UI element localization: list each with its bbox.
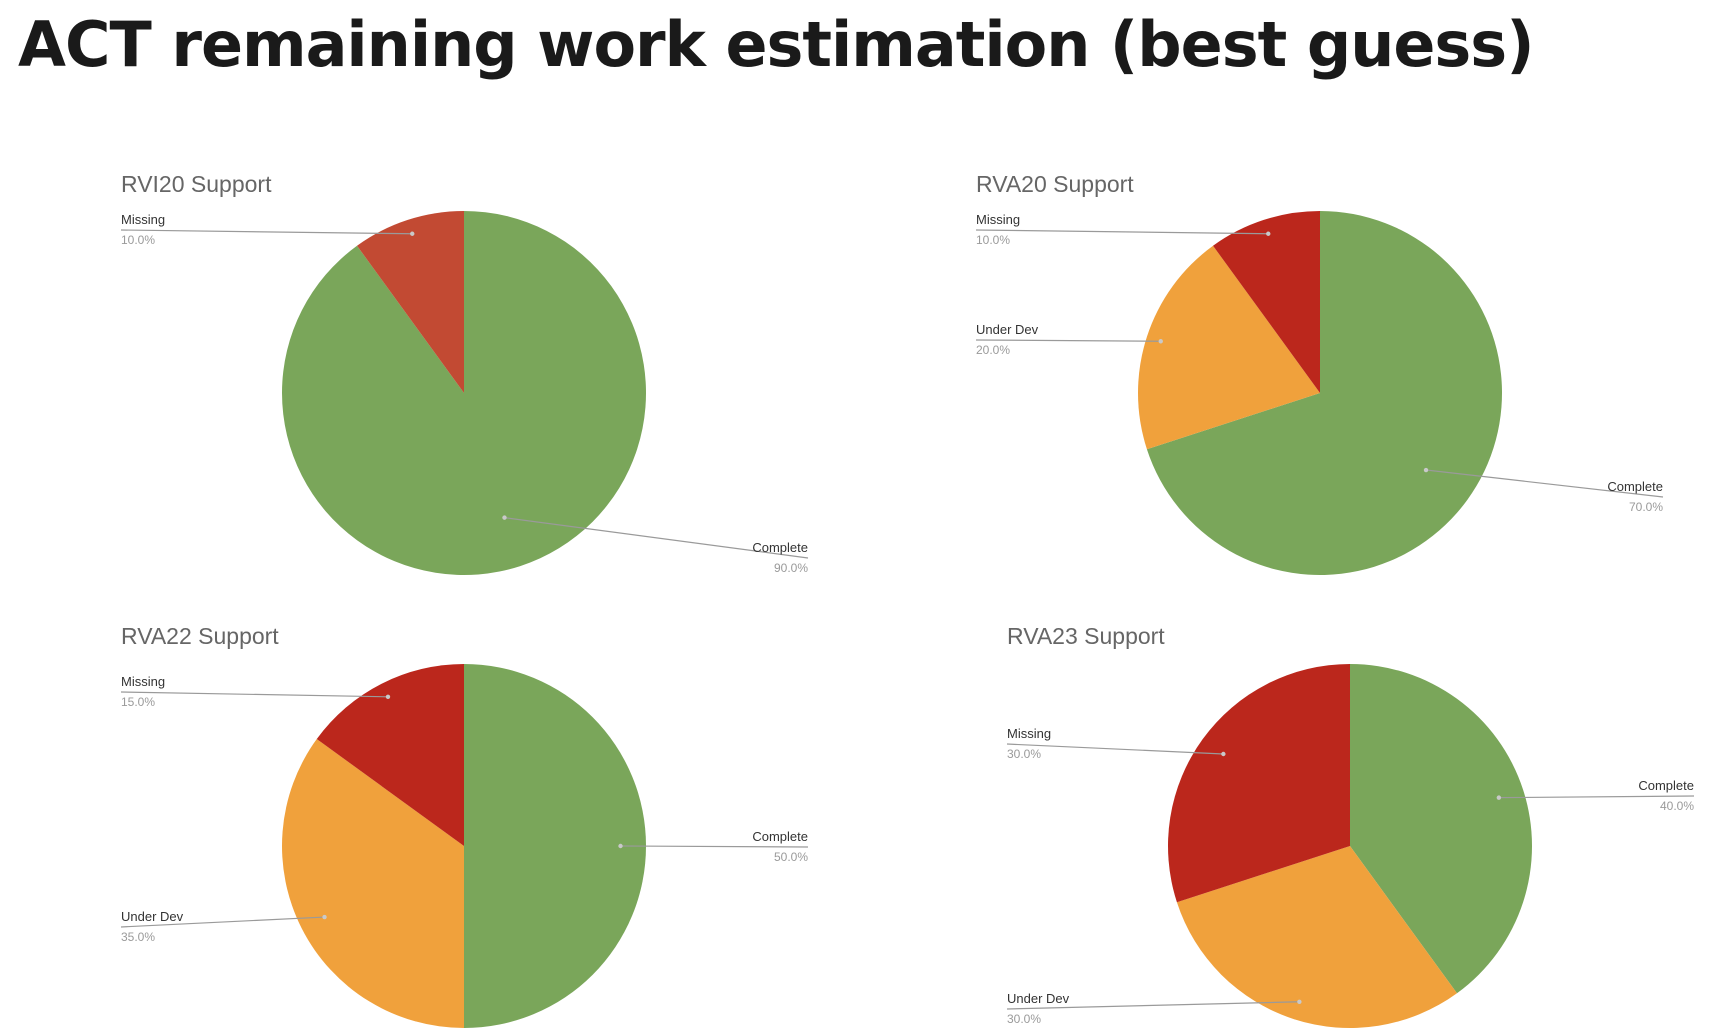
leader-dot bbox=[1297, 999, 1302, 1004]
slice-value-label: 35.0% bbox=[121, 930, 155, 944]
slice-label: Under Dev bbox=[976, 322, 1039, 337]
slice-value-label: 30.0% bbox=[1007, 1012, 1041, 1026]
leader-line bbox=[1006, 1001, 1300, 1010]
slice-value-label: 90.0% bbox=[774, 561, 808, 575]
slice-value-label: 30.0% bbox=[1007, 747, 1041, 761]
leader-line bbox=[120, 916, 325, 928]
slice-label: Missing bbox=[121, 212, 165, 227]
slice-value-label: 10.0% bbox=[976, 233, 1010, 247]
leader-dot bbox=[410, 231, 415, 236]
pie-slice-complete bbox=[282, 211, 646, 576]
chart-title: RVA23 Support bbox=[1007, 623, 1165, 649]
pie-slice-missing bbox=[1168, 664, 1350, 903]
leader-line bbox=[120, 229, 413, 235]
slice-value-label: 70.0% bbox=[1629, 500, 1663, 514]
pie-slice-missing bbox=[1213, 211, 1320, 393]
leader-line bbox=[120, 691, 388, 698]
leader-dot bbox=[1221, 751, 1226, 757]
pie-chart-rvi20-support: RVI20 Support Complete 90.0% Missing 10.0% bbox=[120, 171, 809, 576]
leader-dot bbox=[502, 515, 507, 520]
leader-dot bbox=[1423, 467, 1429, 473]
leader-line bbox=[620, 845, 809, 848]
slice-value-label: 40.0% bbox=[1660, 799, 1694, 813]
slice-value-label: 15.0% bbox=[121, 695, 155, 709]
pie-slice-missing bbox=[316, 664, 464, 846]
slice-label: Under Dev bbox=[1007, 991, 1070, 1006]
leader-line bbox=[1006, 743, 1224, 755]
pie-chart-rva23-support: RVA23 Support Complete 40.0% Under Dev 30.0%… bbox=[1006, 623, 1695, 1029]
pie-slice-complete bbox=[1146, 211, 1502, 575]
leader-dot bbox=[618, 843, 623, 849]
leader-dot bbox=[1496, 795, 1502, 800]
pie-chart-rva22-support: RVA22 Support Complete 50.0% Under Dev 35.0%… bbox=[120, 623, 809, 1028]
slice-label: Missing bbox=[976, 212, 1020, 227]
pie-slice-under-dev bbox=[1176, 846, 1457, 1029]
pie-chart-rva20-support: RVA20 Support Complete 70.0% Under Dev 20.0%… bbox=[975, 171, 1664, 575]
leader-line bbox=[975, 339, 1161, 342]
slice-label: Complete bbox=[752, 540, 808, 555]
leader-dot bbox=[1158, 339, 1163, 344]
pie-slice-complete bbox=[464, 664, 646, 1028]
slice-value-label: 10.0% bbox=[121, 233, 155, 247]
chart-title: RVA22 Support bbox=[121, 623, 279, 649]
slide-title: ACT remaining work estimation (best gues… bbox=[18, 8, 1535, 81]
leader-dot bbox=[322, 914, 327, 920]
slice-label: Missing bbox=[1007, 726, 1051, 741]
leader-line bbox=[504, 517, 809, 559]
chart-title: RVI20 Support bbox=[121, 171, 272, 197]
leader-line bbox=[1498, 795, 1695, 799]
pie-slice-missing bbox=[357, 211, 464, 393]
pie-slice-under-dev bbox=[281, 739, 464, 1028]
leader-line bbox=[975, 229, 1269, 235]
slice-label: Complete bbox=[1607, 479, 1663, 494]
slice-label: Missing bbox=[121, 674, 165, 689]
slice-value-label: 50.0% bbox=[774, 850, 808, 864]
leader-dot bbox=[1266, 231, 1271, 236]
pie-slice-complete bbox=[1350, 664, 1532, 994]
slice-label: Under Dev bbox=[121, 909, 184, 924]
slice-label: Complete bbox=[1638, 778, 1694, 793]
leader-dot bbox=[385, 694, 391, 700]
chart-title: RVA20 Support bbox=[976, 171, 1134, 197]
slice-value-label: 20.0% bbox=[976, 343, 1010, 357]
leader-line bbox=[1425, 469, 1664, 498]
pie-slice-under-dev bbox=[1138, 245, 1320, 450]
slice-label: Complete bbox=[752, 829, 808, 844]
